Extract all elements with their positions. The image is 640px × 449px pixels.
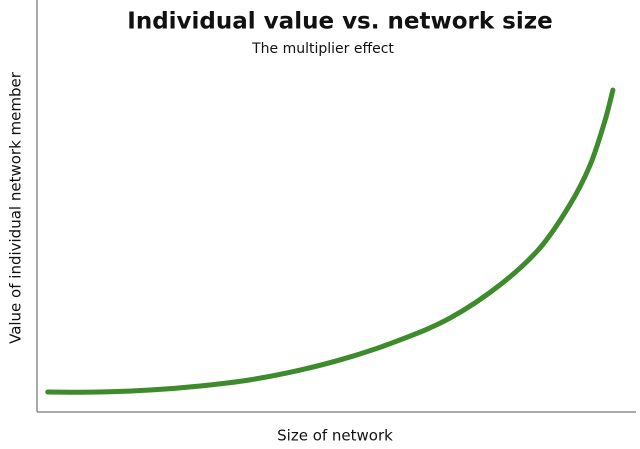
x-axis-label: Size of network xyxy=(277,427,393,445)
data-line xyxy=(45,87,616,395)
y-axis-label: Value of individual network member xyxy=(7,71,25,344)
chart-subtitle: The multiplier effect xyxy=(251,41,394,57)
chart-title: Individual value vs. network size xyxy=(127,9,552,35)
